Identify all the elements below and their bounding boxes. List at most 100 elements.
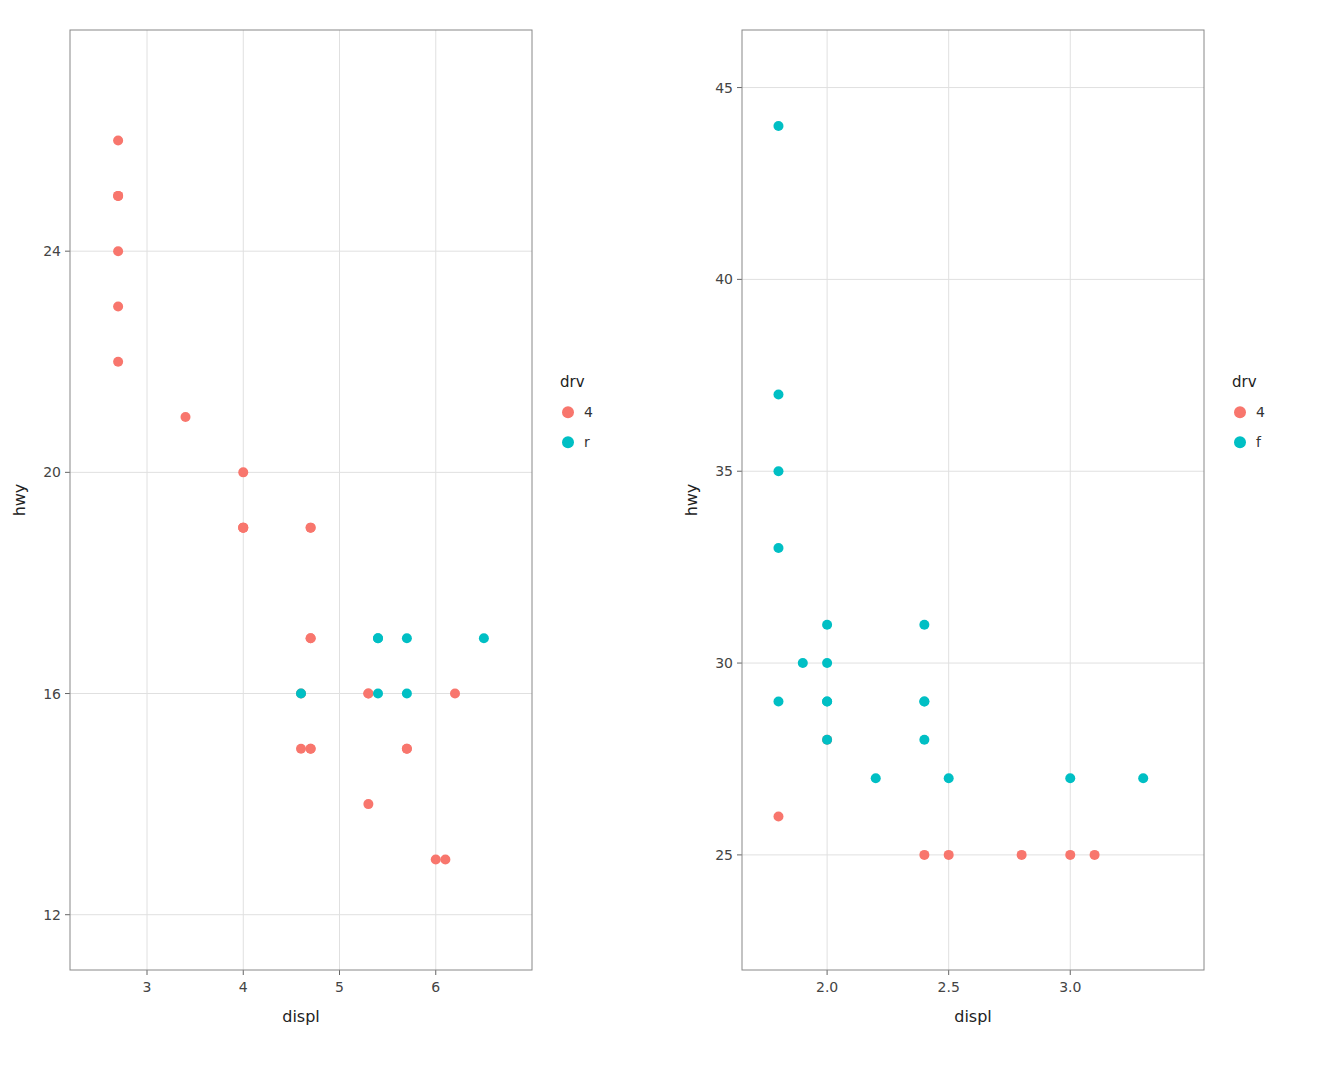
chart-panel: 2.02.53.02530354045displhwydrv4f (682, 30, 1265, 1026)
scatter-point (944, 850, 954, 860)
x-axis-label: displ (282, 1007, 320, 1026)
tick-label-x: 3.0 (1059, 979, 1081, 995)
legend-swatch (562, 436, 574, 448)
scatter-point (113, 357, 123, 367)
scatter-point (238, 523, 248, 533)
grid-line-y (742, 663, 1204, 664)
legend-title: drv (560, 373, 585, 391)
grid-line-x (147, 30, 148, 970)
scatter-point (306, 523, 316, 533)
scatter-point (306, 633, 316, 643)
legend-swatch (562, 406, 574, 418)
tick-label-x: 2.5 (938, 979, 960, 995)
tick-label-y: 35 (715, 463, 733, 479)
scatter-point (919, 696, 929, 706)
scatter-point (238, 523, 248, 533)
scatter-point (373, 633, 383, 643)
scatter-point (919, 850, 929, 860)
grid-line-y (70, 914, 532, 915)
scatter-point (871, 773, 881, 783)
scatter-point (773, 543, 783, 553)
scatter-point (402, 689, 412, 699)
scatter-point (1017, 850, 1027, 860)
scatter-point (363, 689, 373, 699)
scatter-point (919, 620, 929, 630)
marks (773, 121, 1148, 860)
tick-label-y: 40 (715, 271, 733, 287)
scatter-point (113, 191, 123, 201)
scatter-point (113, 191, 123, 201)
scatter-point (773, 121, 783, 131)
grid-line-y (742, 279, 1204, 280)
grid-line-x (243, 30, 244, 970)
scatter-point (822, 735, 832, 745)
tick-label-y: 16 (43, 686, 61, 702)
plot-background (70, 30, 532, 970)
marks (113, 136, 489, 865)
scatter-point (363, 799, 373, 809)
scatter-point (238, 523, 248, 533)
legend-swatch (1234, 406, 1246, 418)
tick-mark-y (65, 472, 70, 473)
grid-line-x (827, 30, 828, 970)
scatter-point (450, 689, 460, 699)
chart-root: 345612162024displhwydrv4r2.02.53.0253035… (0, 0, 1344, 1075)
scatter-point (822, 658, 832, 668)
scatter-point (306, 633, 316, 643)
tick-mark-x (948, 970, 949, 975)
scatter-point (919, 735, 929, 745)
scatter-point (113, 301, 123, 311)
tick-label-y: 24 (43, 243, 61, 259)
tick-mark-y (737, 471, 742, 472)
scatter-point (113, 246, 123, 256)
tick-label-x: 5 (335, 979, 344, 995)
scatter-point (773, 389, 783, 399)
y-axis-label: hwy (10, 484, 29, 517)
scatter-point (919, 696, 929, 706)
plot-background (742, 30, 1204, 970)
grid-line-x (435, 30, 436, 970)
scatter-point (306, 523, 316, 533)
legend: drv4r (560, 373, 593, 450)
tick-label-y: 20 (43, 464, 61, 480)
legend: drv4f (1232, 373, 1265, 450)
tick-mark-x (827, 970, 828, 975)
scatter-point (1065, 773, 1075, 783)
scatter-point (798, 658, 808, 668)
legend-swatch (1234, 436, 1246, 448)
tick-mark-y (737, 663, 742, 664)
scatter-point (1138, 773, 1148, 783)
scatter-point (363, 689, 373, 699)
tick-label-x: 3 (143, 979, 152, 995)
grid-line-y (742, 854, 1204, 855)
tick-mark-x (243, 970, 244, 975)
tick-mark-x (147, 970, 148, 975)
scatter-point (479, 633, 489, 643)
tick-mark-x (1070, 970, 1071, 975)
chart-panel: 345612162024displhwydrv4r (10, 30, 593, 1026)
scatter-point (822, 696, 832, 706)
grid-line-x (1070, 30, 1071, 970)
scatter-point (1065, 850, 1075, 860)
tick-mark-y (737, 87, 742, 88)
tick-label-y: 45 (715, 80, 733, 96)
tick-mark-y (65, 251, 70, 252)
legend-entry: f (1256, 434, 1262, 450)
scatter-point (773, 466, 783, 476)
plot-frame (70, 30, 532, 970)
scatter-point (306, 744, 316, 754)
tick-label-y: 25 (715, 847, 733, 863)
tick-mark-y (737, 279, 742, 280)
scatter-point (822, 696, 832, 706)
scatter-point (773, 696, 783, 706)
scatter-point (402, 633, 412, 643)
tick-mark-y (65, 914, 70, 915)
scatter-point (440, 854, 450, 864)
grid-line-y (742, 87, 1204, 88)
scatter-point (181, 412, 191, 422)
scatter-point (822, 735, 832, 745)
scatter-point (238, 467, 248, 477)
grid-line-x (948, 30, 949, 970)
grid-line-x (339, 30, 340, 970)
tick-label-y: 12 (43, 907, 61, 923)
